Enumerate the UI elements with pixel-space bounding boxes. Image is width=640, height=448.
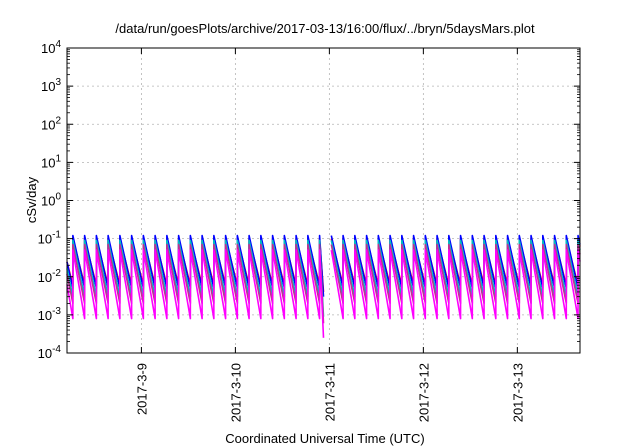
x-tick-label: 2017-3-12 bbox=[416, 363, 431, 422]
series-line-4 bbox=[66, 243, 325, 324]
x-tick-label: 2017-3-9 bbox=[134, 363, 149, 415]
y-tick-label: 10-3 bbox=[38, 306, 62, 323]
x-axis-label: Coordinated Universal Time (UTC) bbox=[225, 431, 424, 446]
y-tick-label: 104 bbox=[41, 39, 61, 56]
y-tick-label: 10-2 bbox=[38, 268, 62, 285]
y-axis-label: cSv/day bbox=[24, 176, 39, 223]
series-line-5 bbox=[66, 249, 325, 338]
series-line-2 bbox=[66, 234, 325, 297]
y-tick-label: 10-1 bbox=[38, 230, 62, 247]
y-tick-label: 103 bbox=[41, 77, 61, 94]
chart-title: /data/run/goesPlots/archive/2017-03-13/1… bbox=[115, 21, 535, 36]
y-tick-label: 101 bbox=[41, 153, 61, 170]
series-line-3 bbox=[66, 239, 325, 317]
series-line-5 bbox=[330, 249, 581, 320]
x-tick-label: 2017-3-13 bbox=[510, 363, 525, 422]
y-axis-ticks: 10-4 10-3 10-2 10-1 100 101 102 103 104 bbox=[38, 39, 580, 361]
y-tick-label: 100 bbox=[41, 192, 61, 209]
y-tick-label: 10-4 bbox=[38, 344, 62, 361]
grid-lines bbox=[67, 48, 580, 353]
y-tick-label: 102 bbox=[41, 115, 61, 132]
series-lines bbox=[66, 234, 581, 338]
x-axis-ticks: 2017-3-9 2017-3-10 2017-3-11 2017-3-12 2017-… bbox=[134, 48, 525, 422]
x-tick-label: 2017-3-11 bbox=[322, 363, 337, 421]
x-tick-label: 2017-3-10 bbox=[228, 363, 243, 422]
